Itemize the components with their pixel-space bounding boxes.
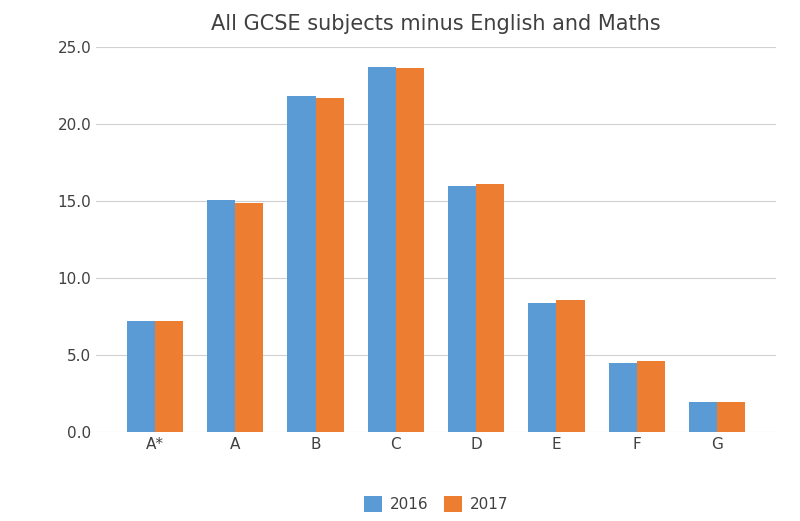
Bar: [637, 362, 665, 432]
Bar: [717, 402, 745, 432]
Bar: [528, 303, 557, 432]
Legend: 2016, 2017: 2016, 2017: [358, 490, 514, 518]
Bar: [689, 402, 717, 432]
Title: All GCSE subjects minus English and Maths: All GCSE subjects minus English and Math…: [211, 14, 661, 34]
Bar: [315, 98, 344, 432]
Bar: [476, 184, 504, 432]
Bar: [396, 68, 424, 432]
Bar: [557, 300, 585, 432]
Bar: [368, 67, 396, 432]
Bar: [155, 321, 183, 432]
Bar: [235, 203, 263, 432]
Bar: [287, 96, 315, 432]
Bar: [207, 200, 235, 432]
Bar: [448, 185, 476, 432]
Bar: [609, 363, 637, 432]
Bar: [127, 321, 155, 432]
